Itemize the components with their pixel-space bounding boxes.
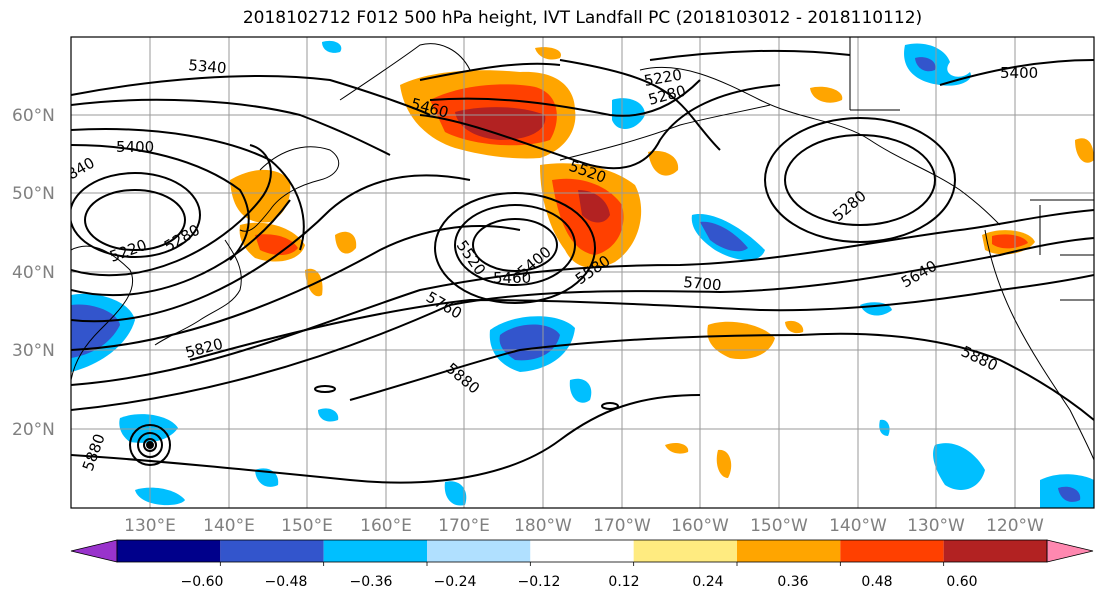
- colorbar-tick-label: −0.60: [181, 574, 224, 590]
- lon-label: 150°W: [750, 516, 808, 536]
- colorbar: [70, 539, 1094, 566]
- colorbar-tick-label: 0.60: [946, 574, 977, 590]
- ivt-negative-region: [322, 40, 342, 53]
- ivt-negative-region: [612, 98, 645, 130]
- kamchatka-coastline: [239, 146, 340, 232]
- lat-label: 40°N: [12, 263, 55, 283]
- ivt-negative-region: [569, 378, 592, 403]
- colorbar-swatch: [220, 540, 324, 562]
- colorbar-tick-label: 0.12: [608, 574, 639, 590]
- lat-label: 30°N: [12, 341, 55, 361]
- ivt-negative-region: [915, 57, 936, 72]
- colorbar-tick-label: 0.48: [861, 574, 892, 590]
- ivt-positive-region: [716, 449, 732, 478]
- colorbar-swatch: [117, 540, 221, 562]
- lat-label: 60°N: [12, 106, 55, 126]
- ivt-positive-region: [1075, 138, 1094, 163]
- ivt-negative-region: [135, 487, 185, 506]
- lon-label: 150°E: [281, 516, 333, 536]
- colorbar-outline: [116, 539, 1048, 563]
- lon-label: 160°W: [671, 516, 729, 536]
- contour-label: 5400: [116, 138, 154, 156]
- contour-label: 5400: [1000, 64, 1038, 82]
- ivt-positive-region: [335, 231, 357, 254]
- ivt-shading: [71, 40, 1094, 508]
- lon-label: 170°W: [593, 516, 651, 536]
- map-panel: 5340 5220 5280 5460 5400 5520 5280 5400 …: [71, 37, 1094, 508]
- lon-label: 180°W: [514, 516, 572, 536]
- ivt-negative-region: [71, 304, 120, 358]
- contour-label: 5700: [683, 273, 723, 294]
- map-frame: [70, 36, 1095, 509]
- colorbar-swatch: [737, 540, 841, 562]
- aleutian-islands: [559, 104, 771, 161]
- ivt-positive-region: [665, 442, 689, 454]
- colorbar-swatch: [323, 540, 427, 562]
- lon-label: 140°W: [829, 516, 887, 536]
- lon-label: 170°E: [438, 516, 490, 536]
- colorbar-swatch: [943, 540, 1047, 562]
- ivt-negative-region: [879, 419, 890, 436]
- colorbar-tick-label: 0.36: [777, 574, 808, 590]
- colorbar-tick-label: −0.48: [265, 574, 308, 590]
- colorbar-extend-high: [1046, 539, 1094, 563]
- canada-border: [849, 37, 900, 111]
- contour-label: 5340: [188, 56, 228, 77]
- colorbar-swatch: [530, 540, 634, 562]
- asia-coastline: [71, 245, 134, 381]
- contour-label: 5460: [493, 269, 531, 287]
- ivt-positive-region: [255, 234, 298, 255]
- colorbar-swatch: [840, 540, 944, 562]
- colorbar-tick-label: −0.12: [518, 574, 561, 590]
- colorbar-tick-label: −0.36: [350, 574, 393, 590]
- lon-label: 120°W: [986, 516, 1044, 536]
- lat-label: 50°N: [12, 184, 55, 204]
- colorbar-tick-labels: −0.60 −0.48 −0.36 −0.24 −0.12 0.12 0.24 …: [181, 574, 978, 590]
- siberia-coastline: [339, 43, 471, 101]
- ivt-positive-region: [305, 268, 323, 297]
- colorbar-swatch: [427, 540, 531, 562]
- state-borders: [1030, 199, 1094, 301]
- colorbar-extend-low: [70, 539, 118, 563]
- ivt-positive-region: [785, 320, 804, 334]
- ivt-negative-region: [700, 221, 748, 252]
- ivt-negative-region: [444, 481, 467, 506]
- height-contours: [71, 49, 1094, 484]
- ivt-positive-region: [648, 150, 679, 176]
- ivt-positive-region: [810, 86, 843, 103]
- colorbar-tick-label: −0.24: [434, 574, 477, 590]
- ivt-positive-region: [535, 47, 561, 60]
- lon-label: 130°E: [124, 516, 176, 536]
- ivt-negative-region: [1058, 486, 1081, 502]
- ivt-negative-region: [933, 443, 985, 490]
- lon-label: 130°W: [907, 516, 965, 536]
- ivt-negative-region: [119, 414, 178, 443]
- north-america-coastline: [984, 229, 1094, 461]
- map-title: 2018102712 F012 500 hPa height, IVT Land…: [242, 8, 923, 28]
- ivt-positive-region: [992, 234, 1028, 249]
- colorbar-tick-label: 0.24: [692, 574, 723, 590]
- ivt-negative-region: [904, 43, 971, 86]
- ivt-negative-region: [318, 408, 339, 422]
- ivt-positive-region: [230, 169, 291, 223]
- longitude-labels: 130°E 140°E 150°E 160°E 170°E 180°W 170°…: [124, 516, 1044, 536]
- lon-label: 140°E: [203, 516, 255, 536]
- lat-label: 20°N: [12, 420, 55, 440]
- japan-coastline: [154, 239, 242, 346]
- latitude-labels: 60°N 50°N 40°N 30°N 20°N: [12, 106, 55, 440]
- ivt-positive-region: [578, 190, 610, 223]
- colorbar-swatch: [633, 540, 737, 562]
- lon-label: 160°E: [360, 516, 412, 536]
